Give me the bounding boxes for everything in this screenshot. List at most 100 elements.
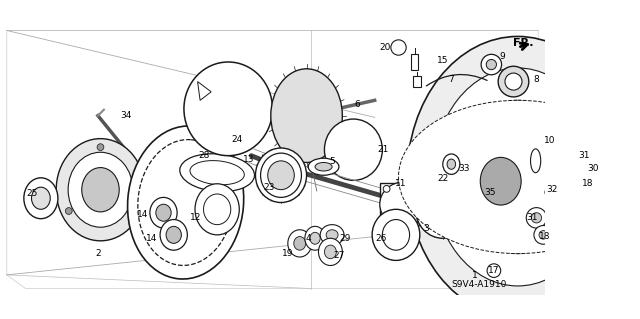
Text: 17: 17 <box>488 266 500 275</box>
Text: 13: 13 <box>243 155 255 164</box>
Text: 27: 27 <box>333 251 344 260</box>
Text: 35: 35 <box>484 188 495 197</box>
Ellipse shape <box>195 184 239 235</box>
Ellipse shape <box>417 185 424 192</box>
Ellipse shape <box>319 238 342 265</box>
Text: 31: 31 <box>579 151 590 160</box>
Ellipse shape <box>539 231 548 239</box>
Ellipse shape <box>487 264 500 278</box>
Text: 18: 18 <box>540 232 551 241</box>
Text: 3: 3 <box>423 224 429 233</box>
Ellipse shape <box>481 54 502 75</box>
Bar <box>380 183 427 226</box>
Ellipse shape <box>271 69 342 162</box>
Text: 8: 8 <box>534 75 540 84</box>
Ellipse shape <box>156 204 171 221</box>
Bar <box>578 69 631 118</box>
Ellipse shape <box>138 140 234 265</box>
Text: 19: 19 <box>282 249 294 258</box>
Bar <box>412 54 418 70</box>
Text: 7: 7 <box>449 75 454 85</box>
Text: 5: 5 <box>329 157 335 166</box>
Ellipse shape <box>190 160 244 185</box>
Ellipse shape <box>255 148 307 203</box>
Ellipse shape <box>150 197 177 228</box>
Text: 20: 20 <box>380 43 390 52</box>
Ellipse shape <box>56 139 145 241</box>
Ellipse shape <box>433 68 603 286</box>
Text: 32: 32 <box>546 185 557 194</box>
Ellipse shape <box>391 40 406 55</box>
Ellipse shape <box>129 208 136 214</box>
Ellipse shape <box>190 68 266 150</box>
Ellipse shape <box>372 209 420 260</box>
Ellipse shape <box>475 145 560 243</box>
Ellipse shape <box>326 230 338 240</box>
Ellipse shape <box>382 219 410 250</box>
Text: 22: 22 <box>437 174 449 183</box>
Ellipse shape <box>428 193 458 226</box>
Ellipse shape <box>550 151 574 174</box>
Text: 6: 6 <box>355 100 360 109</box>
Ellipse shape <box>268 161 294 189</box>
Text: 1: 1 <box>472 271 478 280</box>
Ellipse shape <box>417 216 424 223</box>
Bar <box>560 64 624 120</box>
Ellipse shape <box>383 185 390 192</box>
Ellipse shape <box>480 157 521 205</box>
Ellipse shape <box>556 157 568 168</box>
Text: 9: 9 <box>500 52 506 61</box>
Text: FR.: FR. <box>513 38 533 48</box>
Ellipse shape <box>330 124 377 175</box>
Ellipse shape <box>68 152 133 227</box>
Text: 24: 24 <box>231 135 243 144</box>
Text: 14: 14 <box>138 210 148 219</box>
Bar <box>566 70 618 113</box>
Text: 21: 21 <box>378 145 389 154</box>
Ellipse shape <box>180 154 255 192</box>
Text: 26: 26 <box>376 234 387 243</box>
Text: 33: 33 <box>458 164 470 173</box>
Text: 28: 28 <box>198 151 210 160</box>
Ellipse shape <box>545 188 554 197</box>
Ellipse shape <box>531 149 541 173</box>
Ellipse shape <box>407 36 628 317</box>
Ellipse shape <box>308 158 339 175</box>
Ellipse shape <box>160 219 188 250</box>
Ellipse shape <box>486 59 497 70</box>
Ellipse shape <box>498 66 529 97</box>
Ellipse shape <box>380 182 428 226</box>
Text: 23: 23 <box>264 183 275 192</box>
Text: S9V4-A1910: S9V4-A1910 <box>451 280 506 289</box>
Ellipse shape <box>415 180 470 238</box>
Text: 11: 11 <box>394 179 406 188</box>
Ellipse shape <box>399 100 637 254</box>
Text: 15: 15 <box>437 56 449 65</box>
Ellipse shape <box>97 144 104 151</box>
Text: 18: 18 <box>582 179 593 188</box>
Ellipse shape <box>526 208 547 228</box>
Ellipse shape <box>260 153 301 197</box>
Ellipse shape <box>443 154 460 174</box>
Text: 14: 14 <box>146 234 157 243</box>
Ellipse shape <box>294 237 306 250</box>
Ellipse shape <box>305 226 325 250</box>
Ellipse shape <box>184 62 273 156</box>
Ellipse shape <box>505 73 522 90</box>
Text: 34: 34 <box>120 111 132 120</box>
Text: 31: 31 <box>527 213 538 222</box>
Ellipse shape <box>324 119 382 180</box>
Bar <box>559 155 608 190</box>
Ellipse shape <box>338 133 369 166</box>
Ellipse shape <box>383 216 390 223</box>
Ellipse shape <box>534 226 553 244</box>
Ellipse shape <box>288 230 312 257</box>
Ellipse shape <box>166 226 181 243</box>
Ellipse shape <box>320 225 344 245</box>
Ellipse shape <box>564 174 577 185</box>
Text: 2: 2 <box>95 249 100 258</box>
Ellipse shape <box>24 178 58 219</box>
Text: 4: 4 <box>305 234 311 243</box>
Ellipse shape <box>204 82 253 135</box>
Ellipse shape <box>65 208 72 214</box>
